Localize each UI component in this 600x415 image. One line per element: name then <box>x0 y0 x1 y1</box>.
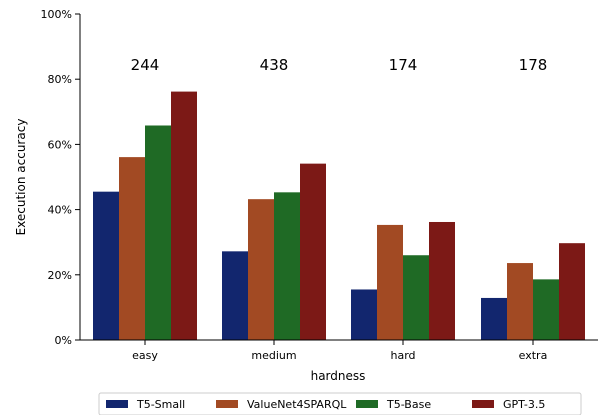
bar <box>171 91 197 340</box>
bar <box>403 255 429 340</box>
group-count-label: 178 <box>519 56 548 74</box>
x-tick-label: medium <box>251 349 296 362</box>
group-count-label: 244 <box>131 56 160 74</box>
x-tick-label: easy <box>132 349 158 362</box>
bar <box>507 263 533 340</box>
bars <box>93 91 585 340</box>
y-tick-label: 0% <box>55 334 72 347</box>
bar <box>533 279 559 340</box>
bar <box>119 157 145 340</box>
bar <box>248 199 274 340</box>
x-tick-label: hard <box>390 349 415 362</box>
legend-swatch <box>216 400 238 408</box>
bar <box>481 297 507 340</box>
bar <box>145 125 171 340</box>
x-axis-ticks: easy medium hard extra <box>132 340 547 362</box>
bar <box>429 221 455 340</box>
legend-label: ValueNet4SPARQL <box>247 398 347 411</box>
y-tick-label: 80% <box>48 73 72 86</box>
legend-label: T5-Base <box>386 398 431 411</box>
y-tick-label: 40% <box>48 204 72 217</box>
group-count-label: 438 <box>260 56 289 74</box>
bar <box>351 289 377 340</box>
bar <box>93 191 119 340</box>
legend: T5-Small ValueNet4SPARQL T5-Base GPT-3.5 <box>98 392 582 415</box>
y-tick-label: 100% <box>41 8 72 21</box>
legend-swatch <box>106 400 128 408</box>
x-tick-label: extra <box>519 349 548 362</box>
legend-swatch <box>472 400 494 408</box>
bar <box>559 243 585 340</box>
y-tick-label: 60% <box>48 138 72 151</box>
group-counts: 244 438 174 178 <box>131 56 548 74</box>
legend-frame <box>98 392 582 415</box>
y-axis-ticks: 0% 20% 40% 60% 80% 100% <box>41 8 80 347</box>
bar <box>377 224 403 340</box>
x-axis-title: hardness <box>311 369 366 383</box>
bar <box>222 251 248 340</box>
y-tick-label: 20% <box>48 269 72 282</box>
bar <box>274 192 300 340</box>
legend-label: T5-Small <box>136 398 185 411</box>
bar <box>300 163 326 340</box>
legend-swatch <box>356 400 378 408</box>
legend-label: GPT-3.5 <box>503 398 545 411</box>
y-axis-title: Execution accuracy <box>14 119 28 236</box>
group-count-label: 174 <box>389 56 418 74</box>
